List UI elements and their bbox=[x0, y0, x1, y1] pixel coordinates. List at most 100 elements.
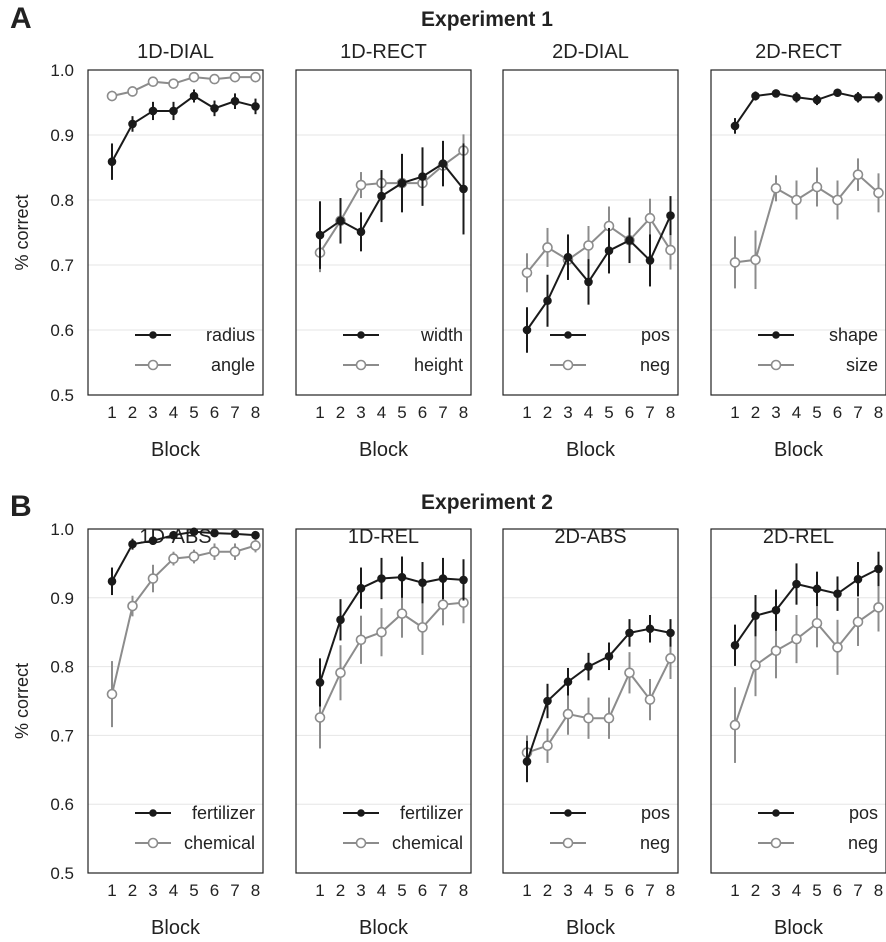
plot-frame bbox=[295, 69, 472, 396]
data-point bbox=[459, 575, 468, 585]
data-point bbox=[437, 599, 449, 610]
y-tick-label: 0.6 bbox=[50, 795, 74, 814]
legend-swatch-marker bbox=[149, 331, 157, 339]
series-neg bbox=[521, 198, 676, 293]
data-point bbox=[584, 277, 593, 287]
data-point bbox=[107, 576, 117, 586]
data-point bbox=[665, 244, 676, 256]
legend-swatch-marker bbox=[562, 837, 574, 849]
legend-swatch-marker bbox=[357, 809, 365, 817]
data-point bbox=[583, 712, 594, 724]
x-tick-label: 3 bbox=[356, 881, 365, 900]
x-tick-label: 3 bbox=[148, 881, 157, 900]
x-tick-label: 5 bbox=[604, 403, 613, 422]
x-tick-label: 4 bbox=[377, 403, 386, 422]
x-tick-label: 2 bbox=[543, 403, 552, 422]
data-point bbox=[315, 678, 325, 687]
data-point bbox=[438, 159, 448, 168]
series-shape bbox=[730, 88, 883, 134]
subplot-1d-rect: 1D-RECT width height 1 2 3 4 5 6 7 8 Block bbox=[295, 41, 472, 461]
data-point bbox=[645, 624, 655, 634]
legend-swatch-marker bbox=[149, 809, 157, 817]
data-point bbox=[873, 602, 884, 613]
x-tick-label: 7 bbox=[853, 403, 862, 422]
data-point bbox=[169, 106, 178, 116]
legend-swatch-marker bbox=[357, 331, 365, 339]
legend-entry: neg bbox=[550, 355, 670, 375]
data-point bbox=[396, 608, 408, 619]
y-tick-label: 0.5 bbox=[50, 386, 74, 405]
x-tick-label: 4 bbox=[169, 403, 178, 422]
x-tick-label: 7 bbox=[230, 881, 239, 900]
legend-label: fertilizer bbox=[192, 803, 255, 823]
x-tick-label: 3 bbox=[563, 881, 572, 900]
data-point bbox=[751, 611, 760, 620]
x-tick-label: 4 bbox=[584, 881, 593, 900]
x-tick-label: 5 bbox=[397, 403, 406, 422]
subplot-title: 1D-RECT bbox=[340, 41, 427, 63]
data-point bbox=[873, 187, 884, 199]
legend-swatch-marker bbox=[355, 359, 367, 371]
data-point bbox=[542, 242, 553, 253]
panel-a: A Experiment 1 % correct 0.5 0.6 0.7 0.8 0.9 1.0… bbox=[10, 2, 886, 461]
data-point bbox=[624, 667, 635, 679]
data-point bbox=[168, 78, 179, 89]
data-point bbox=[770, 183, 782, 194]
legend-entry: chemical bbox=[135, 833, 255, 853]
x-tick-label: 8 bbox=[874, 403, 883, 422]
data-point bbox=[168, 553, 179, 564]
series-line bbox=[526, 657, 672, 754]
data-point bbox=[563, 677, 573, 687]
data-point bbox=[812, 95, 822, 105]
data-point bbox=[832, 194, 843, 206]
x-tick-label: 1 bbox=[730, 403, 739, 422]
x-tick-label: 1 bbox=[107, 881, 116, 900]
data-point bbox=[730, 121, 740, 131]
data-point bbox=[543, 696, 552, 706]
legend-entry: height bbox=[343, 355, 463, 375]
legend-label: angle bbox=[211, 355, 255, 375]
data-point bbox=[542, 740, 553, 752]
subplot-1d-rel: 1D-REL fertilizer chemical 1 2 3 4 5 6 7 8 Block bbox=[295, 526, 472, 939]
series-neg bbox=[729, 583, 884, 763]
data-point bbox=[750, 254, 761, 266]
data-point bbox=[251, 102, 260, 111]
x-tick-label: 2 bbox=[336, 403, 345, 422]
x-tick-label: 6 bbox=[418, 881, 427, 900]
x-tick-label: 2 bbox=[128, 881, 137, 900]
data-point bbox=[791, 194, 802, 206]
data-point bbox=[604, 651, 614, 661]
data-point bbox=[251, 530, 260, 540]
subplot-title: 2D-DIAL bbox=[552, 41, 629, 63]
legend-label: chemical bbox=[392, 833, 463, 853]
legend-label: height bbox=[414, 355, 463, 375]
x-tick-label: 6 bbox=[418, 403, 427, 422]
plot-frame bbox=[87, 69, 264, 396]
data-point bbox=[874, 564, 883, 574]
x-tick-label: 7 bbox=[230, 403, 239, 422]
plot-frame bbox=[295, 528, 472, 874]
legend-entry: pos bbox=[758, 803, 878, 823]
series-line bbox=[734, 173, 880, 264]
legend-label: shape bbox=[829, 325, 878, 345]
data-point bbox=[169, 530, 178, 540]
x-tick-label: 2 bbox=[751, 403, 760, 422]
legend-swatch-marker bbox=[564, 809, 572, 817]
panel-label-b: B bbox=[10, 490, 32, 523]
x-tick-label: 1 bbox=[522, 881, 531, 900]
data-point bbox=[438, 574, 448, 583]
data-point bbox=[644, 212, 656, 224]
data-point bbox=[189, 91, 199, 101]
x-tick-label: 5 bbox=[812, 403, 821, 422]
data-point bbox=[522, 757, 532, 766]
plot-frame bbox=[502, 528, 679, 874]
legend-entry: width bbox=[343, 325, 463, 345]
legend-entry: pos bbox=[550, 803, 670, 823]
y-tick-label: 0.7 bbox=[50, 726, 74, 745]
x-tick-label: 2 bbox=[336, 881, 345, 900]
data-point bbox=[729, 257, 741, 268]
x-tick-label: 1 bbox=[522, 403, 531, 422]
series-chemical bbox=[106, 538, 261, 728]
series-fertilizer bbox=[315, 556, 468, 707]
